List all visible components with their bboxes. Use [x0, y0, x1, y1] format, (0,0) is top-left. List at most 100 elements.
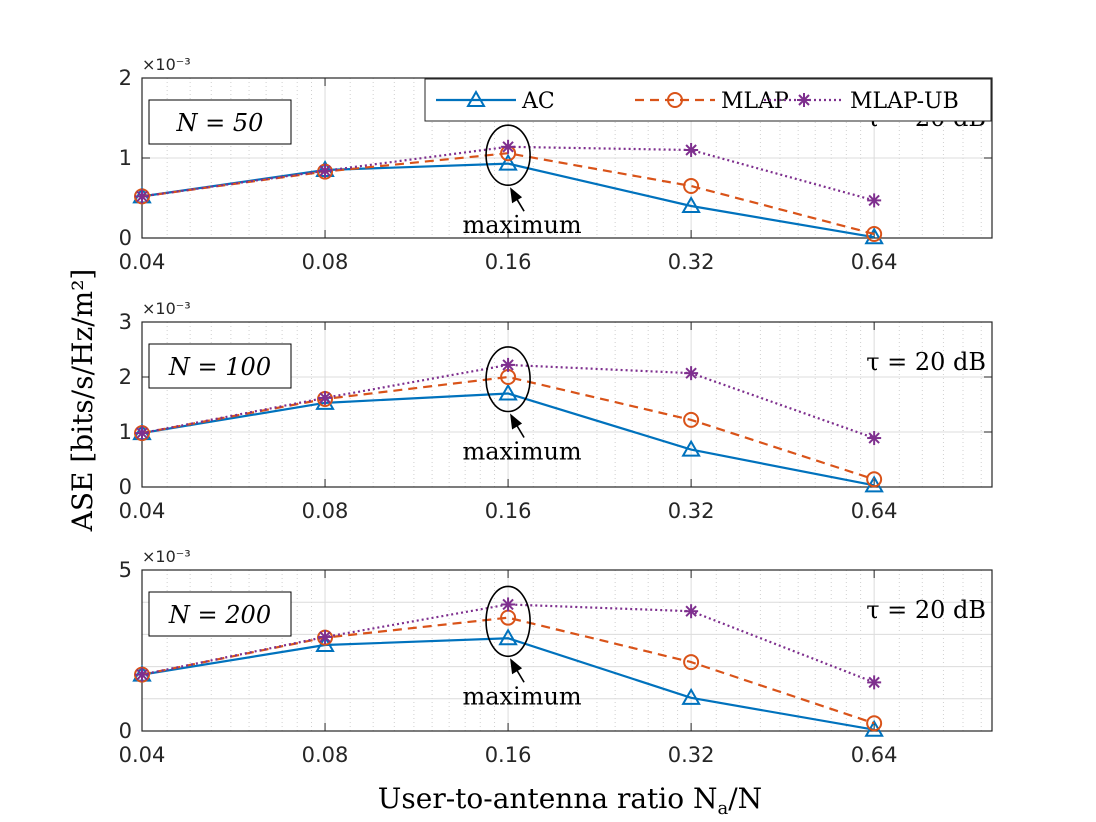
- panel-2: 0.04 0.08 0.16 0.32 0.64 0 1 2 3 ×10⁻³ N = 100 τ = …: [119, 299, 993, 523]
- maximum-arrow-head: [510, 413, 523, 430]
- marker-asterisk: [501, 357, 516, 372]
- series-line-mlap-ub: [141, 145, 875, 202]
- marker-circle: [667, 92, 683, 108]
- marker-asterisk-stroke: [136, 668, 148, 681]
- marker-circle: [866, 471, 883, 488]
- x-tick-label: 0.04: [119, 250, 166, 274]
- marker-asterisk-stroke: [502, 598, 514, 611]
- y-tick-label: 3: [119, 310, 132, 334]
- x-tick-label: 0.16: [485, 743, 532, 767]
- n-label-frame: [148, 343, 292, 389]
- x-tick-label: 0.64: [851, 499, 898, 523]
- y-tick-label: 5: [119, 558, 132, 582]
- maximum-annotation: maximum: [462, 438, 581, 466]
- y-axis-label: ASE [bits/s/Hz/m²]: [66, 269, 99, 533]
- tau-label: τ = 20 dB: [866, 348, 986, 376]
- n-label-frame: [148, 99, 292, 145]
- marker-asterisk: [501, 597, 516, 612]
- y-tick-label: 2: [119, 365, 132, 389]
- marker-asterisk-stroke: [868, 676, 880, 689]
- axes-frame: [141, 321, 993, 488]
- marker-asterisk: [318, 163, 333, 178]
- x-tick-label: 0.64: [851, 250, 898, 274]
- marker-triangle: [466, 89, 486, 107]
- x-tick-label: 0.32: [668, 499, 715, 523]
- maximum-arrow-head: [510, 658, 523, 675]
- marker-asterisk-stroke: [319, 631, 331, 643]
- x-tick-label: 0.08: [302, 250, 349, 274]
- y-tick-label: 0: [119, 226, 132, 250]
- marker-asterisk: [684, 366, 699, 381]
- marker-asterisk-stroke: [685, 367, 697, 379]
- marker-asterisk: [135, 426, 149, 441]
- n-label: N = 200: [168, 601, 271, 629]
- x-axis-label-main: User-to-antenna ratio N: [378, 782, 718, 815]
- maximum-annotation: maximum: [462, 682, 581, 710]
- legend: AC MLAP MLAP-UB: [424, 78, 992, 122]
- series-line-ac: [141, 392, 875, 487]
- series-line-mlap-ub: [141, 603, 875, 684]
- panel-3: 0.04 0.08 0.16 0.32 0.64 0 5 ×10⁻³ N = 200 τ = 20…: [119, 547, 993, 767]
- marker-asterisk-stroke: [868, 194, 880, 207]
- marker-asterisk: [684, 143, 699, 157]
- maximum-arrow-head: [510, 187, 523, 204]
- legend-frame: [424, 78, 992, 122]
- x-tick-label: 0.16: [485, 499, 532, 523]
- marker-asterisk-stroke: [136, 427, 148, 439]
- series-line-mlap-ub: [141, 363, 875, 440]
- marker-asterisk-stroke: [136, 190, 148, 203]
- n-label-box: N = 200: [148, 591, 292, 637]
- x-axis-label-subscript: a: [718, 798, 729, 819]
- axes-frame: [141, 569, 993, 732]
- x-tick-label: 0.08: [302, 499, 349, 523]
- n-label-frame: [148, 591, 292, 637]
- maximum-ellipse: [485, 585, 531, 658]
- marker-circle: [866, 715, 883, 732]
- series-line-mlap: [141, 375, 875, 481]
- marker-asterisk: [135, 189, 149, 204]
- x-tick-label: 0.08: [302, 743, 349, 767]
- x-tick-label: 0.04: [119, 743, 166, 767]
- series-line-mlap: [141, 616, 875, 725]
- x-tick-label: 0.64: [851, 743, 898, 767]
- n-label: N = 50: [176, 109, 264, 137]
- y-tick-label: 2: [119, 66, 132, 90]
- marker-circle: [683, 411, 700, 428]
- marker-asterisk: [684, 604, 699, 619]
- legend-entry-ac: AC: [436, 89, 555, 114]
- y-exponent-label: ×10⁻³: [142, 547, 191, 566]
- marker-asterisk-stroke: [798, 94, 810, 106]
- marker-asterisk: [501, 139, 516, 154]
- marker-asterisk: [867, 193, 882, 208]
- marker-triangle: [498, 628, 518, 646]
- marker-triangle: [498, 153, 518, 171]
- marker-asterisk-stroke: [502, 359, 514, 371]
- panels: 0.04 0.08 0.16 0.32 0.64 0 1 2 ×10⁻³ N = 50 τ = 20…: [119, 55, 993, 767]
- x-axis-label: User-to-antenna ratio Na/N: [378, 782, 762, 819]
- y-exponent-label: ×10⁻³: [142, 299, 191, 318]
- y-tick-label: 0: [119, 475, 132, 499]
- marker-triangle: [681, 195, 701, 213]
- marker-asterisk: [867, 431, 882, 446]
- legend-label: MLAP: [721, 89, 789, 114]
- marker-asterisk: [867, 675, 882, 690]
- series-line-ac: [141, 637, 875, 731]
- marker-asterisk-stroke: [685, 144, 697, 156]
- n-label: N = 100: [168, 353, 271, 381]
- marker-asterisk-stroke: [319, 165, 331, 177]
- marker-asterisk: [135, 667, 149, 682]
- x-axis-label-tail: /N: [728, 782, 762, 815]
- y-tick-label: 0: [119, 719, 132, 743]
- x-tick-label: 0.16: [485, 250, 532, 274]
- x-tick-label: 0.32: [668, 743, 715, 767]
- legend-label: AC: [521, 89, 555, 114]
- marker-asterisk: [797, 93, 811, 107]
- series-markers-mlap-ub: [135, 597, 882, 690]
- maximum-ellipse: [485, 124, 531, 186]
- x-tick-label: 0.04: [119, 499, 166, 523]
- y-exponent-label: ×10⁻³: [142, 55, 191, 74]
- series-markers-mlap-ub: [135, 357, 882, 446]
- legend-entry-mlap-ub: MLAP-UB: [764, 89, 959, 114]
